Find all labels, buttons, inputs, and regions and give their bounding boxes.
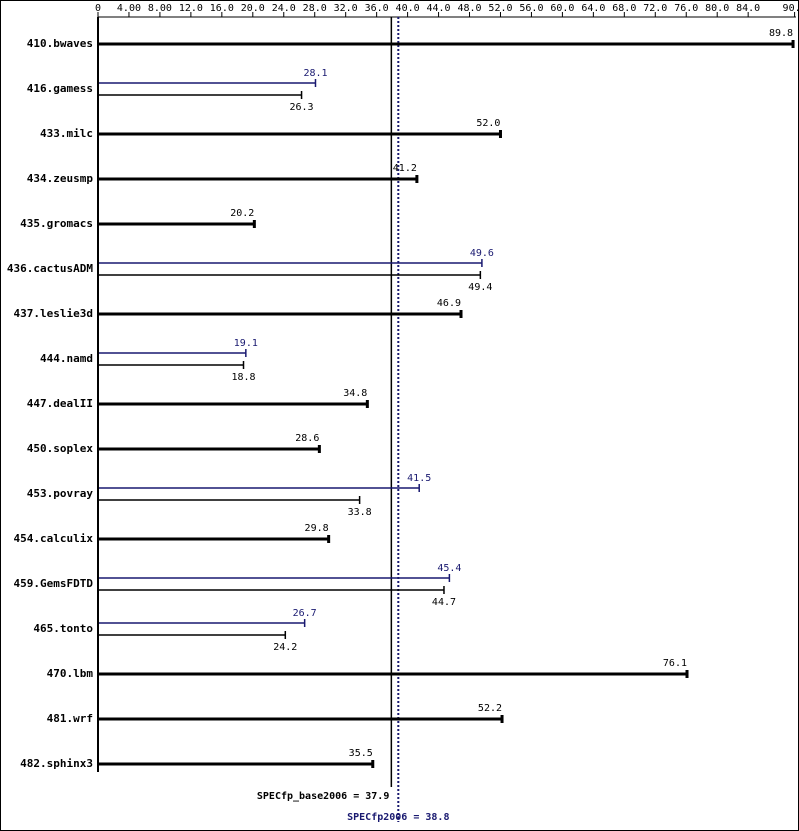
x-tick-label: 32.0 xyxy=(334,3,358,14)
bar xyxy=(98,40,795,48)
bar xyxy=(98,349,247,357)
category-label: 481.wrf xyxy=(47,712,93,725)
category-label: 434.zeusmp xyxy=(27,172,94,185)
bar xyxy=(98,496,361,504)
category-label: 447.dealII xyxy=(27,397,93,410)
bar xyxy=(98,130,502,138)
bar xyxy=(98,586,445,594)
x-tick-label: 48.0 xyxy=(457,3,481,14)
bar xyxy=(98,400,369,408)
value-label: 45.4 xyxy=(437,563,461,574)
value-label: 19.1 xyxy=(234,338,258,349)
value-label: 33.8 xyxy=(348,507,372,518)
bar xyxy=(98,574,451,582)
value-label: 41.2 xyxy=(393,163,417,174)
bar xyxy=(98,79,317,87)
value-label: 76.1 xyxy=(663,658,687,669)
x-tick-label: 64.0 xyxy=(581,3,605,14)
bar xyxy=(98,220,256,228)
value-label: 24.2 xyxy=(273,642,297,653)
category-label: 454.calculix xyxy=(14,532,94,545)
x-tick-label: 60.0 xyxy=(550,3,574,14)
bar xyxy=(98,445,321,453)
x-tick-label: 52.0 xyxy=(488,3,512,14)
category-label: 436.cactusADM xyxy=(7,262,93,275)
value-label: 20.2 xyxy=(230,208,254,219)
category-label: 465.tonto xyxy=(33,622,93,635)
reference-label: SPECfp2006 = 38.8 xyxy=(347,812,449,823)
value-label: 46.9 xyxy=(437,298,461,309)
bar xyxy=(98,715,504,723)
category-label: 450.soplex xyxy=(27,442,94,455)
value-label: 29.8 xyxy=(305,523,329,534)
x-tick-label: 36.0 xyxy=(365,3,389,14)
value-label: 41.5 xyxy=(407,473,431,484)
bar xyxy=(98,310,463,318)
category-label: 437.leslie3d xyxy=(14,307,93,320)
category-label: 416.gamess xyxy=(27,82,93,95)
bar xyxy=(98,619,306,627)
category-label: 459.GemsFDTD xyxy=(14,577,94,590)
x-tick-label: 72.0 xyxy=(643,3,667,14)
x-tick-label: 44.0 xyxy=(427,3,451,14)
x-tick-label: 68.0 xyxy=(612,3,636,14)
x-tick-label: 20.0 xyxy=(241,3,265,14)
x-tick-label: 40.0 xyxy=(396,3,420,14)
value-label: 34.8 xyxy=(343,388,367,399)
bar xyxy=(98,760,375,768)
x-tick-label: 84.0 xyxy=(736,3,760,14)
bar xyxy=(98,361,245,369)
x-tick-label: 12.0 xyxy=(179,3,203,14)
bar xyxy=(98,259,483,267)
category-label: 433.milc xyxy=(40,127,93,140)
value-label: 49.4 xyxy=(468,282,492,293)
bar xyxy=(98,271,482,279)
x-tick-label: 0 xyxy=(95,3,101,14)
value-label: 18.8 xyxy=(231,372,255,383)
value-label: 52.0 xyxy=(476,118,500,129)
bar xyxy=(98,484,420,492)
x-tick-label: 90.0 xyxy=(783,3,799,14)
bar xyxy=(98,91,303,99)
value-label: 35.5 xyxy=(349,748,373,759)
x-tick-label: 56.0 xyxy=(519,3,543,14)
x-tick-label: 76.0 xyxy=(674,3,698,14)
category-label: 435.gromacs xyxy=(20,217,93,230)
value-label: 26.3 xyxy=(290,102,314,113)
reference-label: SPECfp_base2006 = 37.9 xyxy=(257,791,389,802)
x-tick-label: 24.0 xyxy=(272,3,296,14)
value-label: 28.1 xyxy=(303,68,327,79)
x-tick-label: 4.00 xyxy=(117,3,141,14)
bar xyxy=(98,535,331,543)
bar xyxy=(98,670,689,678)
value-label: 28.6 xyxy=(295,433,319,444)
x-tick-label: 16.0 xyxy=(210,3,234,14)
bar xyxy=(98,175,419,183)
value-label: 26.7 xyxy=(293,608,317,619)
category-label: 482.sphinx3 xyxy=(20,757,93,770)
bar xyxy=(98,631,287,639)
category-label: 453.povray xyxy=(27,487,94,500)
x-tick-label: 80.0 xyxy=(705,3,729,14)
value-label: 49.6 xyxy=(470,248,494,259)
category-label: 444.namd xyxy=(40,352,93,365)
category-label: 470.lbm xyxy=(47,667,94,680)
value-label: 52.2 xyxy=(478,703,502,714)
category-label: 410.bwaves xyxy=(27,37,93,50)
value-label: 44.7 xyxy=(432,597,456,608)
x-tick-label: 28.0 xyxy=(303,3,327,14)
x-tick-label: 8.00 xyxy=(148,3,172,14)
value-label: 89.8 xyxy=(769,28,793,39)
